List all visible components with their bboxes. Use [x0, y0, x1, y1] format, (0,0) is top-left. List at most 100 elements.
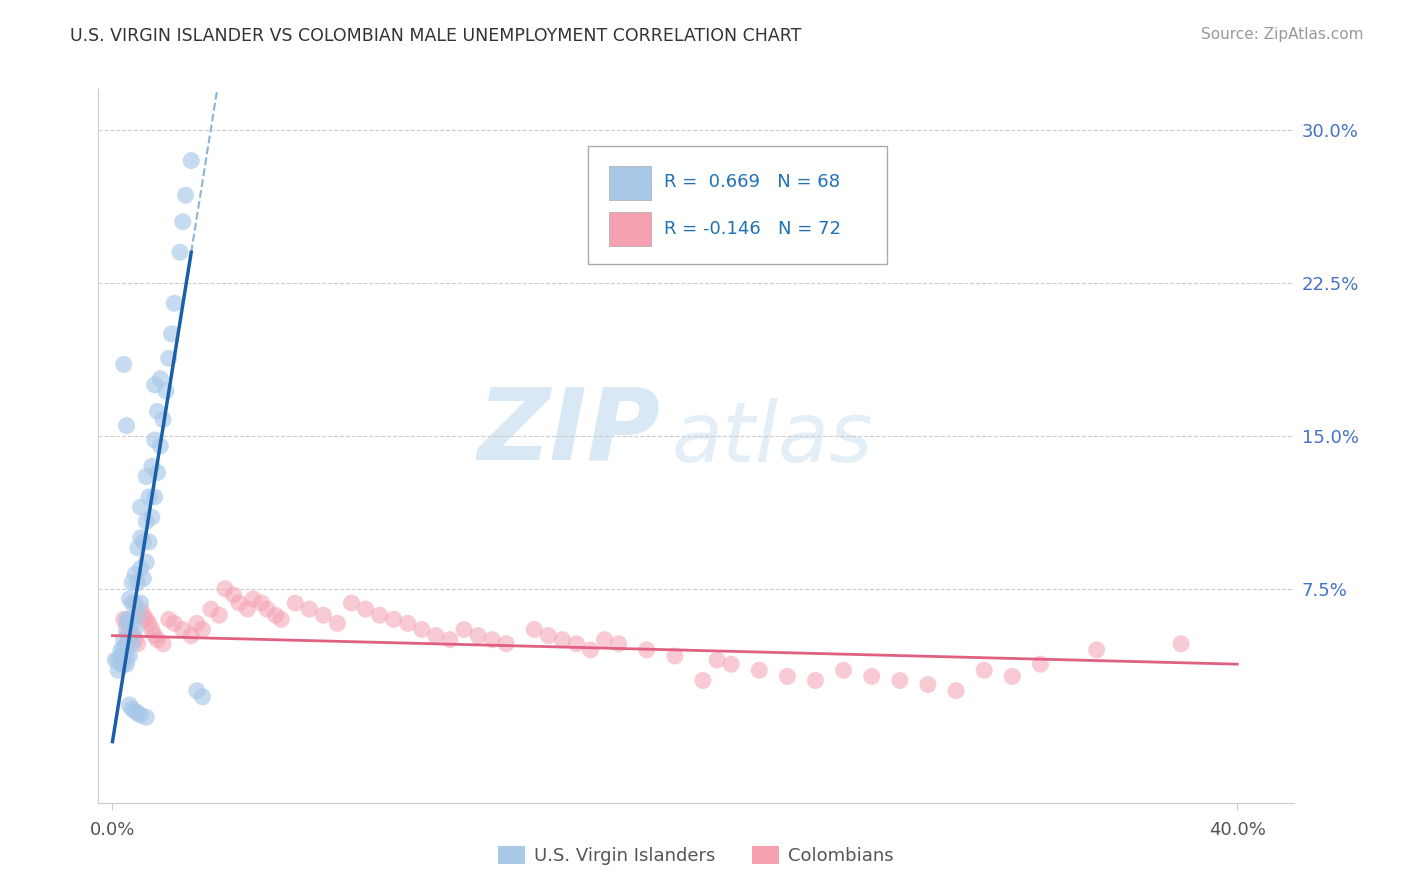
- Point: [565, 637, 588, 651]
- Point: [138, 616, 160, 631]
- Text: U.S. VIRGIN ISLANDER VS COLOMBIAN MALE UNEMPLOYMENT CORRELATION CHART: U.S. VIRGIN ISLANDER VS COLOMBIAN MALE U…: [70, 27, 801, 45]
- Point: [180, 629, 202, 643]
- Point: [146, 632, 169, 647]
- Point: [115, 623, 138, 637]
- Point: [110, 648, 132, 663]
- Text: R =  0.669   N = 68: R = 0.669 N = 68: [664, 173, 839, 191]
- Point: [368, 608, 391, 623]
- Point: [132, 608, 155, 623]
- Point: [135, 555, 157, 569]
- Point: [112, 640, 135, 655]
- Point: [124, 704, 146, 718]
- Point: [160, 326, 183, 341]
- Point: [157, 612, 180, 626]
- Point: [163, 296, 186, 310]
- Point: [146, 466, 169, 480]
- Point: [186, 616, 208, 631]
- Point: [467, 629, 489, 643]
- Point: [129, 531, 152, 545]
- Point: [121, 596, 143, 610]
- Point: [129, 500, 152, 515]
- Point: [163, 616, 186, 631]
- Point: [138, 490, 160, 504]
- Point: [121, 616, 143, 631]
- Point: [169, 245, 191, 260]
- Point: [222, 588, 245, 602]
- Point: [127, 575, 149, 590]
- Point: [110, 643, 132, 657]
- Point: [236, 602, 259, 616]
- Point: [115, 657, 138, 672]
- Point: [124, 567, 146, 582]
- Point: [453, 623, 475, 637]
- Point: [118, 623, 141, 637]
- Point: [146, 404, 169, 418]
- Point: [152, 412, 174, 426]
- Point: [200, 602, 222, 616]
- Point: [340, 596, 363, 610]
- Point: [917, 677, 939, 691]
- Point: [312, 608, 335, 623]
- Point: [804, 673, 827, 688]
- Point: [692, 673, 714, 688]
- Point: [155, 384, 177, 398]
- Point: [208, 608, 231, 623]
- Point: [157, 351, 180, 366]
- FancyBboxPatch shape: [609, 166, 651, 200]
- Point: [118, 698, 141, 712]
- Point: [129, 708, 152, 723]
- Point: [354, 602, 377, 616]
- Point: [537, 629, 560, 643]
- Point: [121, 702, 143, 716]
- Point: [115, 616, 138, 631]
- Point: [579, 643, 602, 657]
- Point: [174, 188, 197, 202]
- Point: [112, 612, 135, 626]
- Point: [127, 541, 149, 555]
- Point: [115, 418, 138, 433]
- Point: [607, 637, 630, 651]
- Point: [284, 596, 307, 610]
- Point: [121, 575, 143, 590]
- Point: [191, 623, 214, 637]
- Point: [141, 623, 163, 637]
- Point: [118, 612, 141, 626]
- Point: [143, 629, 166, 643]
- Point: [118, 591, 141, 606]
- Point: [143, 377, 166, 392]
- Point: [107, 663, 129, 677]
- Point: [110, 657, 132, 672]
- Point: [180, 153, 202, 168]
- Text: atlas: atlas: [672, 399, 873, 479]
- Point: [115, 612, 138, 626]
- FancyBboxPatch shape: [609, 212, 651, 246]
- Point: [481, 632, 503, 647]
- Point: [945, 683, 967, 698]
- Point: [127, 706, 149, 720]
- Point: [860, 669, 883, 683]
- Point: [141, 459, 163, 474]
- Point: [118, 648, 141, 663]
- Point: [411, 623, 433, 637]
- Point: [135, 515, 157, 529]
- Point: [124, 596, 146, 610]
- Point: [889, 673, 911, 688]
- Point: [382, 612, 405, 626]
- Point: [439, 632, 461, 647]
- Point: [748, 663, 770, 677]
- Point: [191, 690, 214, 704]
- Point: [104, 653, 127, 667]
- Point: [228, 596, 250, 610]
- Point: [115, 637, 138, 651]
- Point: [135, 469, 157, 483]
- Point: [298, 602, 321, 616]
- Point: [706, 653, 728, 667]
- Point: [664, 648, 686, 663]
- Point: [132, 572, 155, 586]
- Point: [425, 629, 447, 643]
- Point: [149, 372, 172, 386]
- Point: [242, 591, 264, 606]
- Text: ZIP: ZIP: [477, 384, 661, 480]
- Text: Source: ZipAtlas.com: Source: ZipAtlas.com: [1201, 27, 1364, 42]
- Point: [1085, 643, 1108, 657]
